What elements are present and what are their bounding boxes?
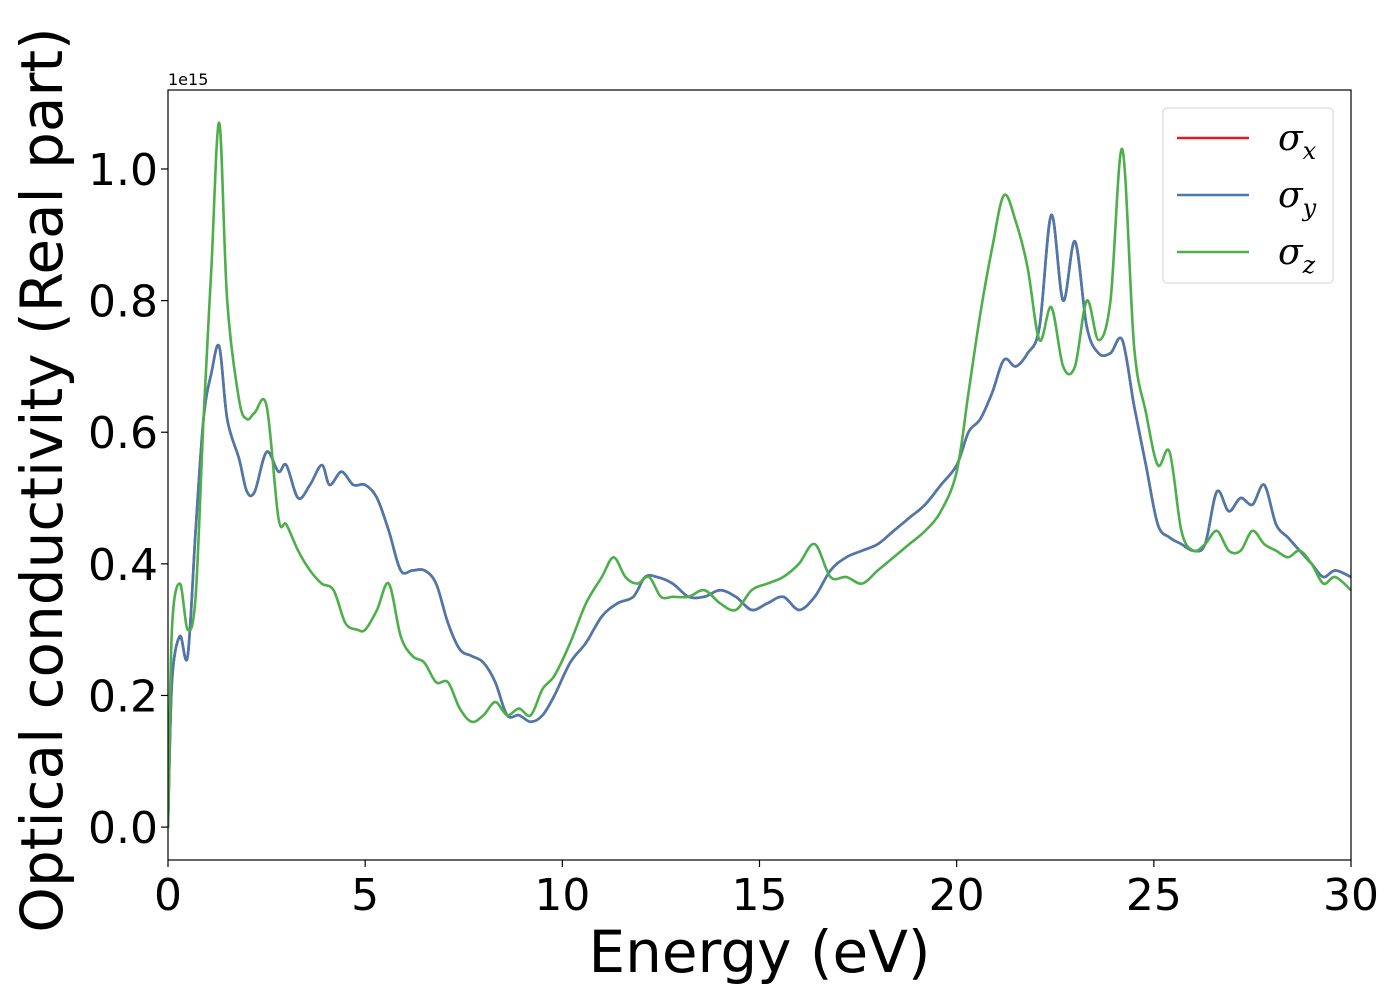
x-tick-label: 5: [351, 870, 379, 921]
x-axis-label: Energy (eV): [588, 918, 930, 986]
x-axis: 0 5 10 15 20 25 30: [154, 860, 1379, 921]
x-tick-label: 10: [534, 870, 590, 921]
legend-label-y: σy: [1278, 175, 1317, 222]
series-line-z: [168, 121, 1351, 829]
x-tick-label: 15: [732, 870, 788, 921]
legend: σx σy σz: [1162, 107, 1334, 284]
plot-area: [168, 121, 1351, 829]
x-tick-label: 20: [929, 870, 985, 921]
series-line-y: [168, 213, 1351, 829]
y-tick-label: 1.0: [88, 145, 158, 196]
series-line-x: [168, 213, 1351, 829]
y-tick-label: 0.0: [88, 803, 158, 854]
y-axis-label: Optical conductivity (Real part): [8, 27, 76, 932]
y-axis: 0.0 0.2 0.4 0.6 0.8 1.0: [88, 145, 168, 854]
x-tick-label: 0: [154, 870, 182, 921]
y-tick-label: 0.6: [88, 408, 158, 459]
legend-label-x: σx: [1278, 118, 1317, 165]
y-tick-label: 0.8: [88, 277, 158, 328]
x-tick-label: 30: [1323, 870, 1379, 921]
y-offset-label: 1e15: [168, 70, 208, 89]
y-tick-label: 0.2: [88, 671, 158, 722]
y-tick-label: 0.4: [88, 540, 158, 591]
x-tick-label: 25: [1126, 870, 1182, 921]
legend-label-z: σz: [1278, 232, 1316, 279]
